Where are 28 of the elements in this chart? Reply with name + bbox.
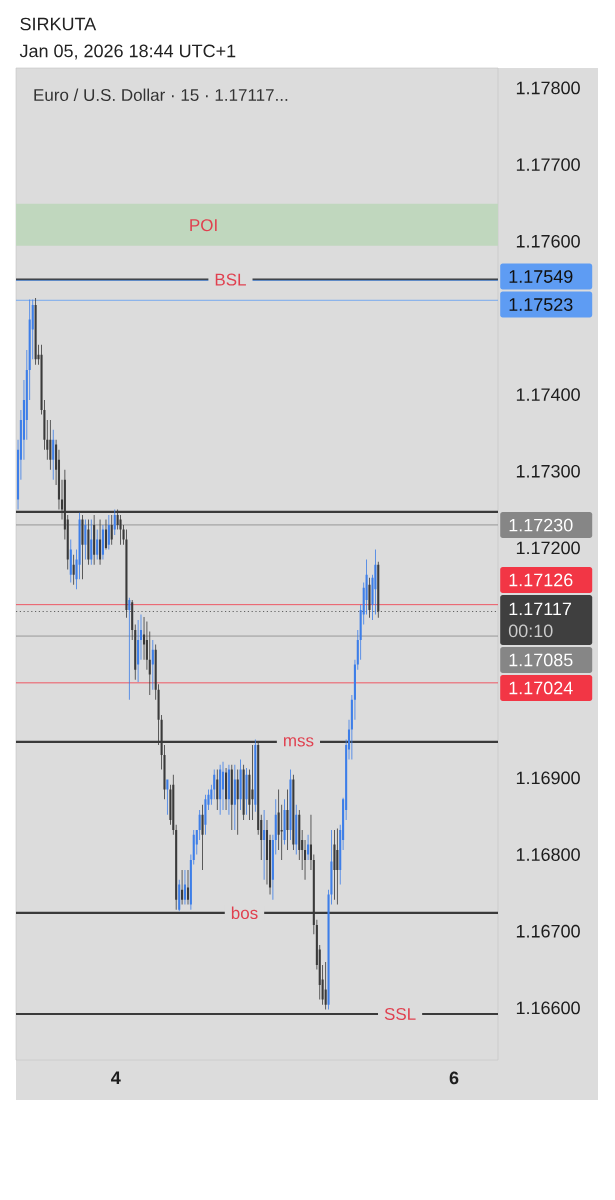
annotation: BSL	[215, 273, 246, 286]
y-tick-label: 1.16600	[516, 1001, 580, 1015]
y-tick-label: 1.17400	[516, 388, 580, 401]
ref-line-label: 1.17117	[509, 602, 572, 616]
x-tick-label: 4	[111, 1071, 121, 1084]
y-tick-label: 1.17800	[516, 81, 580, 95]
ref-line-label: 1.17024	[509, 681, 573, 695]
ref-line-label: 1.17126	[509, 573, 573, 587]
y-tick-label: 1.17200	[516, 541, 580, 555]
annotation: POI	[190, 219, 217, 232]
y-tick-label: 1.17700	[516, 158, 580, 171]
annotation: bos	[231, 906, 258, 920]
ref-line-label: 1.17085	[509, 653, 573, 667]
y-tick-label: 1.16900	[516, 771, 580, 785]
y-tick-label: 1.16700	[516, 924, 580, 938]
chart-subtitle: Jan 05, 2026 18:44 UTC+1	[19, 44, 236, 60]
ref-line-label: 1.17230	[509, 518, 573, 532]
x-tick-label: 6	[449, 1071, 459, 1085]
y-tick-label: 1.16800	[516, 848, 580, 861]
y-tick-label: 1.17600	[516, 234, 580, 248]
chart-title: SIRKUTA	[20, 17, 97, 31]
annotation: Euro / U.S. Dollar · 15 · 1.17117...	[34, 88, 288, 102]
ref-line-label: 1.17549	[509, 270, 573, 283]
y-tick-label: 1.17300	[516, 464, 580, 478]
annotation: mss	[283, 737, 314, 747]
ref-line-label: 1.17523	[509, 298, 573, 311]
annotation: SSL	[384, 1007, 416, 1021]
text: 00:10	[508, 624, 553, 638]
